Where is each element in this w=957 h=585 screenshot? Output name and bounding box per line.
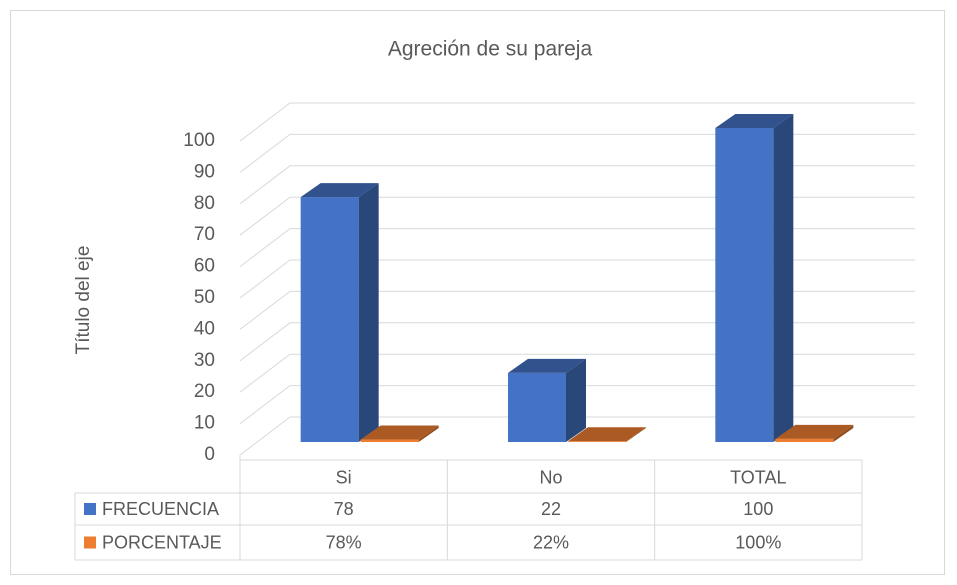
y-tick-label: 80 — [194, 193, 215, 214]
bar-side — [358, 183, 379, 442]
table-value: 78 — [334, 499, 354, 519]
grid-line — [239, 353, 915, 393]
bar-side — [773, 114, 794, 442]
y-tick-label: 90 — [194, 161, 215, 182]
bar-top — [300, 183, 379, 198]
bar — [715, 114, 794, 442]
bar-front — [360, 439, 419, 442]
table-value: 22 — [541, 499, 561, 519]
bar-side — [566, 358, 586, 442]
grid-line — [239, 290, 915, 330]
table-value: 100 — [743, 499, 773, 519]
bar-front — [715, 128, 774, 442]
bar-front — [508, 372, 566, 442]
grid-line — [239, 228, 915, 267]
y-tick-label: 10 — [194, 413, 215, 434]
bar-top — [715, 114, 794, 128]
grid-line — [239, 133, 915, 173]
bar-top — [568, 427, 646, 442]
y-axis-title: Título del eje — [73, 246, 94, 355]
x-tick-label: TOTAL — [730, 467, 786, 487]
table-value: 100% — [735, 532, 781, 552]
legend-label: FRECUENCIA — [102, 499, 219, 519]
bar-front — [300, 197, 359, 442]
bar — [300, 183, 379, 442]
legend-swatch — [84, 503, 96, 515]
bar-front — [568, 441, 626, 442]
grid-line — [239, 322, 915, 362]
y-tick-label: 0 — [204, 444, 215, 465]
grid-line — [239, 165, 915, 205]
y-tick-label: 30 — [194, 350, 215, 371]
y-tick-label: 100 — [183, 130, 215, 151]
chart-title: Agreción de su pareja — [388, 38, 593, 61]
y-tick-label: 50 — [194, 287, 215, 308]
y-tick-label: 70 — [194, 224, 215, 245]
bar — [508, 358, 586, 442]
x-tick-label: Si — [336, 467, 352, 487]
bar-side — [418, 425, 439, 442]
y-tick-label: 60 — [194, 256, 215, 277]
bar-top — [360, 425, 439, 440]
bar-side — [626, 427, 646, 442]
legend-swatch — [84, 536, 96, 549]
table-value: 22% — [533, 532, 569, 552]
bar-top — [508, 358, 586, 373]
grid-line — [239, 416, 915, 456]
bar-front — [775, 438, 834, 442]
legend-label: PORCENTAJE — [102, 532, 222, 552]
bar-top — [775, 424, 854, 439]
bar — [360, 425, 439, 442]
bar — [568, 427, 646, 442]
bar-side — [833, 424, 854, 442]
x-tick-label: No — [539, 467, 562, 487]
grid-line — [239, 259, 915, 299]
grid-line — [239, 385, 915, 424]
grid-line — [239, 102, 915, 142]
bar — [775, 424, 854, 442]
y-tick-label: 40 — [194, 318, 215, 339]
table-value: 78% — [326, 532, 362, 552]
chart-area — [10, 10, 945, 575]
y-tick-label: 20 — [194, 381, 215, 402]
grid-line — [239, 196, 915, 236]
